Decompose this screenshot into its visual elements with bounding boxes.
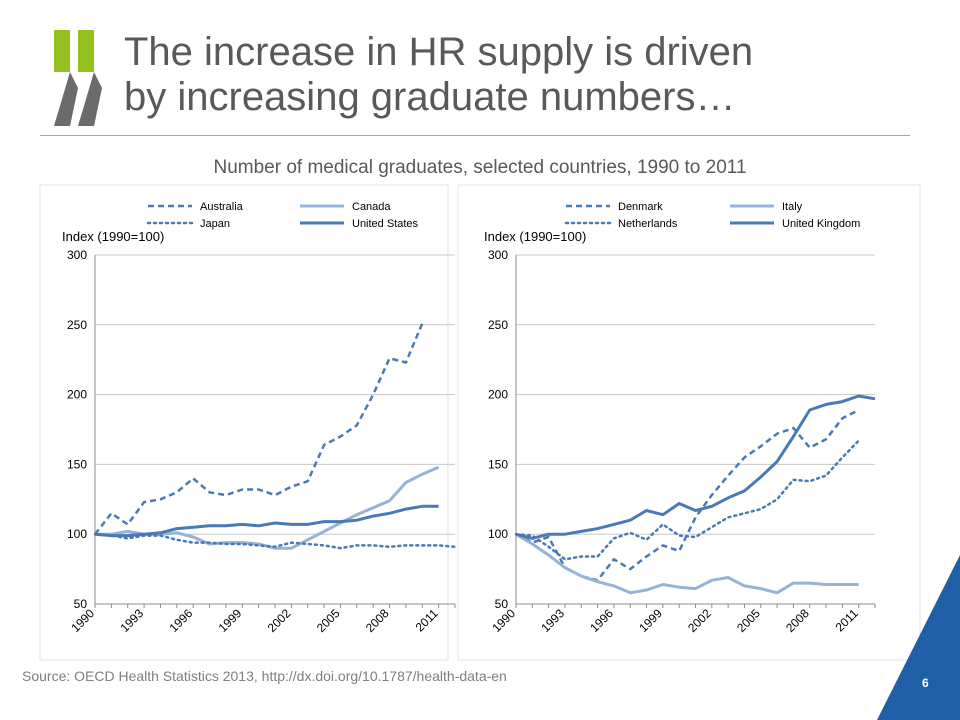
chart-1-y-axis-label: Index (1990=100) (62, 229, 164, 244)
chart-2-y-tick-label: 250 (488, 318, 508, 332)
chart-2-series-italy-line (515, 532, 859, 595)
chart-2-legend-label: Denmark (618, 201, 663, 213)
source-note: Source: OECD Health Statistics 2013, htt… (22, 668, 507, 684)
chart-1-y-tick-label: 250 (67, 318, 87, 332)
chart-2-legend-label: United Kingdom (782, 218, 860, 230)
chart-2-y-tick-label: 200 (488, 388, 508, 402)
chart-2-series-denmark-line (515, 408, 860, 582)
chart-1-panel (39, 184, 449, 661)
chart-2-panel (457, 184, 921, 661)
chart-1-y-tick-label: 100 (67, 527, 87, 541)
chart-1-series-united-states-line (94, 504, 439, 538)
chart-1-legend-label: Canada (352, 201, 391, 213)
chart-2-series-united-kingdom-line (515, 394, 876, 540)
chart-2-y-tick-label: 100 (488, 527, 508, 541)
chart-1-series-australia-line (94, 322, 424, 535)
chart-2-legend-label: Netherlands (618, 218, 678, 230)
chart-2-series-netherlands-line (514, 439, 860, 561)
oecd-logo (54, 30, 102, 126)
chart-2-y-tick-label: 50 (495, 597, 509, 611)
chart-1-y-tick-label: 150 (67, 457, 87, 471)
chart-1-legend-label: Japan (200, 218, 230, 230)
logo-chevron-green-2 (78, 30, 94, 72)
chart-1-y-tick-label: 300 (67, 248, 87, 262)
chart-1-y-tick-label: 50 (74, 597, 88, 611)
logo-chevron-green (54, 30, 70, 72)
chart-2-y-tick-label: 150 (488, 457, 508, 471)
chart-2-y-tick-label: 300 (488, 248, 508, 262)
chart-subtitle: Number of medical graduates, selected co… (213, 157, 747, 178)
chart-2-legend-label: Italy (782, 201, 803, 213)
chart-2-y-axis-label: Index (1990=100) (484, 229, 586, 244)
slide-title-line2: by increasing graduate numbers… (124, 75, 736, 119)
page-number: 6 (922, 676, 929, 690)
chart-1-series-japan-line (93, 532, 457, 550)
chart-1-legend-label: Australia (200, 201, 244, 213)
chart-1-y-tick-label: 200 (67, 388, 87, 402)
slide-title: The increase in HR supply is driven by i… (124, 30, 924, 120)
logo-chevron-grey (54, 72, 78, 126)
chart-1-legend-label: United States (352, 218, 419, 230)
logo-chevron-grey-2 (78, 72, 102, 126)
slide-title-line1: The increase in HR supply is driven (124, 30, 754, 74)
title-divider (40, 135, 910, 136)
